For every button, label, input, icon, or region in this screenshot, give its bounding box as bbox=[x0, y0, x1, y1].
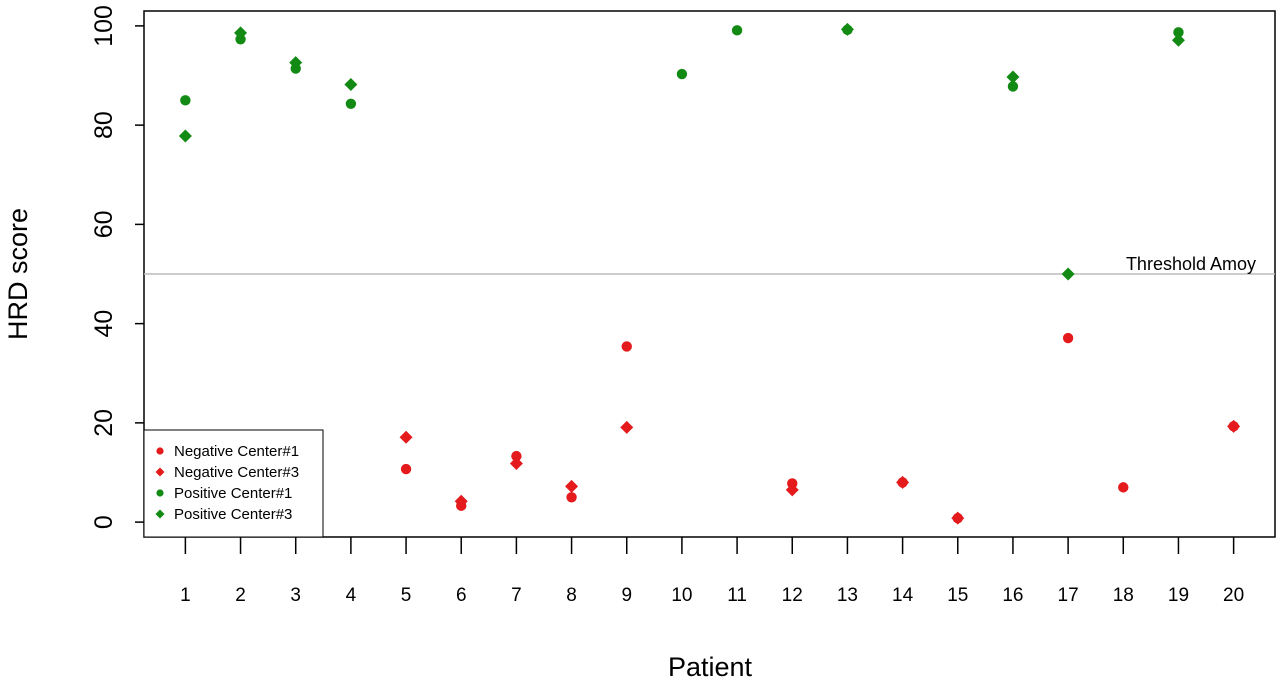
legend-marker bbox=[155, 467, 165, 477]
x-tick-label: 7 bbox=[511, 585, 522, 606]
legend-label: Negative Center#3 bbox=[174, 464, 299, 481]
x-tick-label: 2 bbox=[235, 585, 246, 606]
legend-marker bbox=[156, 447, 164, 455]
data-point bbox=[565, 479, 579, 493]
y-tick-label: 100 bbox=[90, 5, 118, 47]
x-tick-label: 13 bbox=[837, 585, 858, 606]
x-tick-label: 3 bbox=[290, 585, 301, 606]
data-point bbox=[620, 420, 634, 434]
data-point bbox=[621, 341, 632, 352]
data-point bbox=[1006, 70, 1020, 84]
data-point bbox=[399, 430, 413, 444]
x-tick-label: 9 bbox=[621, 585, 632, 606]
y-axis-title: HRD score bbox=[3, 208, 33, 340]
data-point bbox=[1061, 267, 1075, 281]
data-point bbox=[511, 450, 522, 462]
data-point bbox=[180, 95, 191, 106]
legend-label: Positive Center#1 bbox=[174, 485, 292, 502]
data-point bbox=[1173, 27, 1184, 38]
legend-box bbox=[143, 429, 324, 538]
data-point bbox=[345, 98, 357, 109]
data-point bbox=[234, 26, 248, 40]
x-axis: 1 2 3 4 5 6 7 8 9 10 11 12 13 14 15 16 17 18 19 20 bbox=[180, 537, 1244, 606]
data-point bbox=[289, 56, 303, 70]
data-point bbox=[400, 463, 412, 475]
x-tick-label: 8 bbox=[566, 585, 577, 606]
y-tick-label: 20 bbox=[90, 409, 118, 437]
x-tick-label: 12 bbox=[782, 585, 803, 606]
data-point bbox=[566, 492, 577, 503]
x-tick-label: 4 bbox=[346, 585, 357, 606]
x-tick-label: 14 bbox=[892, 585, 914, 606]
legend-label: Negative Center#1 bbox=[174, 443, 299, 460]
data-point bbox=[1171, 33, 1185, 47]
data-point bbox=[676, 68, 688, 80]
y-tick-label: 0 bbox=[90, 515, 118, 529]
legend: Negative Center#1 Negative Center#3 Positi… bbox=[143, 429, 324, 538]
data-point bbox=[1007, 81, 1019, 92]
legend-marker bbox=[155, 509, 165, 519]
x-tick-label: 11 bbox=[727, 585, 747, 606]
data-point bbox=[1062, 332, 1074, 344]
data-point bbox=[509, 457, 523, 471]
x-tick-label: 20 bbox=[1223, 585, 1244, 606]
data-point bbox=[896, 475, 910, 489]
data-point bbox=[178, 129, 192, 143]
x-tick-label: 17 bbox=[1058, 585, 1079, 606]
x-axis-title: Patient bbox=[668, 652, 753, 682]
x-tick-label: 1 bbox=[180, 585, 191, 606]
x-tick-label: 10 bbox=[671, 585, 692, 606]
data-point bbox=[344, 77, 358, 91]
x-tick-label: 15 bbox=[947, 585, 968, 606]
legend-label: Positive Center#3 bbox=[174, 506, 292, 523]
data-point bbox=[1118, 482, 1129, 493]
x-tick-label: 18 bbox=[1113, 585, 1134, 606]
x-tick-label: 5 bbox=[401, 585, 412, 606]
threshold-label: Threshold Amoy bbox=[1126, 254, 1256, 274]
data-point bbox=[731, 25, 743, 36]
y-axis: 0 20 40 60 80 100 bbox=[90, 5, 144, 529]
x-tick-label: 19 bbox=[1168, 585, 1189, 606]
data-point bbox=[840, 22, 854, 36]
data-points bbox=[178, 22, 1241, 525]
y-tick-label: 60 bbox=[90, 210, 118, 238]
x-tick-label: 6 bbox=[456, 585, 467, 606]
data-point bbox=[785, 483, 799, 497]
x-tick-label: 16 bbox=[1002, 585, 1023, 606]
y-tick-label: 80 bbox=[90, 111, 118, 139]
data-point bbox=[454, 494, 468, 508]
legend-marker bbox=[156, 489, 164, 497]
data-point bbox=[951, 511, 965, 525]
y-tick-label: 40 bbox=[90, 310, 118, 338]
data-point bbox=[1227, 419, 1241, 433]
